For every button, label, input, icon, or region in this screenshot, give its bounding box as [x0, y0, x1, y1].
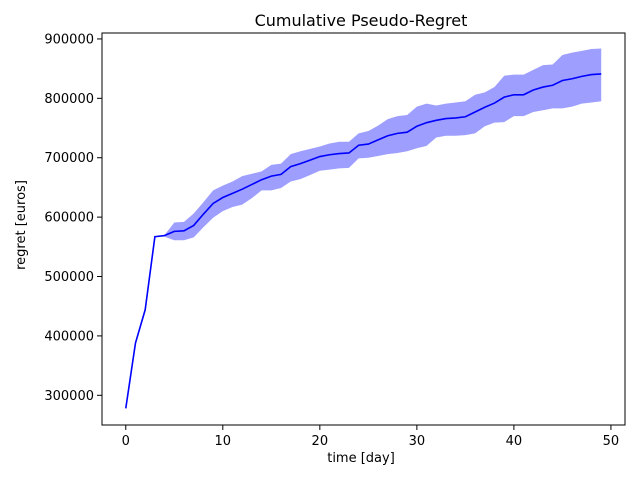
y-tick-label: 300000: [44, 389, 94, 404]
regret-line: [124, 73, 602, 409]
y-tick-label: 400000: [44, 329, 94, 344]
x-axis: 0 10 20 30 40 50: [122, 425, 620, 449]
y-tick-label: 900000: [44, 32, 94, 47]
y-axis-label: regret [euros]: [14, 180, 29, 270]
y-tick-label: 800000: [44, 92, 94, 107]
confidence-band: [125, 48, 602, 409]
x-axis-label: time [day]: [327, 451, 395, 466]
x-tick-label: 20: [312, 434, 329, 449]
plot-area: [124, 48, 602, 409]
chart-title: Cumulative Pseudo-Regret: [255, 11, 468, 30]
y-tick-label: 700000: [44, 151, 94, 166]
x-tick-label: 40: [506, 434, 523, 449]
y-tick-label: 600000: [44, 211, 94, 226]
x-tick-label: 50: [603, 434, 620, 449]
x-tick-label: 10: [215, 434, 232, 449]
x-tick-label: 30: [409, 434, 426, 449]
y-axis: 300000 400000 500000 600000 700000 800000 9000…: [44, 32, 102, 404]
x-tick-label: 0: [122, 434, 130, 449]
plot-frame: [101, 32, 626, 426]
y-tick-label: 500000: [44, 270, 94, 285]
